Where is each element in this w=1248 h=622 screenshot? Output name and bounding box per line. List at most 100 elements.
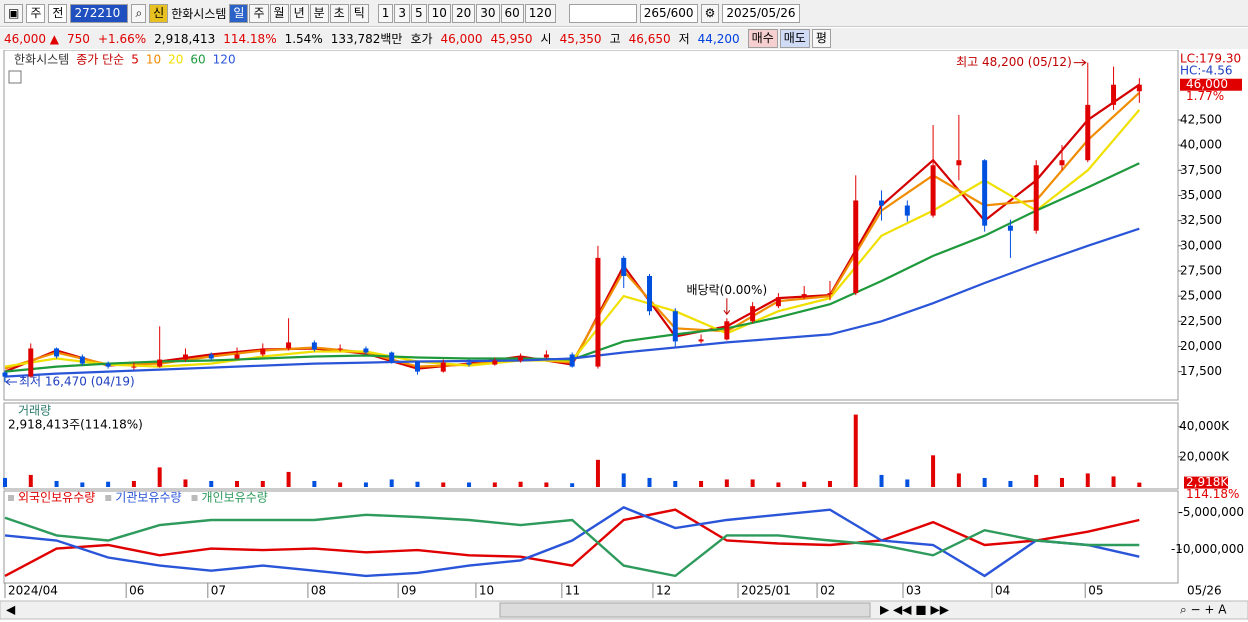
order-button[interactable]: 매수 (747, 29, 778, 48)
volume-bar (1111, 476, 1116, 487)
table-icon[interactable] (8, 70, 22, 84)
candle-body (698, 339, 704, 342)
candle-body (930, 165, 936, 216)
multiplier-button[interactable]: 120 (524, 3, 556, 23)
high: 46,650 (628, 31, 671, 46)
last-label: 46,000 (1186, 77, 1228, 91)
volume-bar (595, 459, 600, 487)
interval-button[interactable]: 초 (329, 3, 349, 23)
amount: 133,782백만 (330, 32, 403, 46)
multiplier-button[interactable]: 30 (476, 3, 500, 23)
y-tick-label: 35,000 (1180, 188, 1222, 202)
volume-bar (905, 479, 910, 487)
candle-body (54, 348, 60, 357)
layout-button[interactable]: ▣ (4, 3, 24, 23)
volume-bar (312, 480, 317, 487)
candle-body (827, 293, 833, 295)
order-button[interactable]: 매도 (779, 29, 810, 48)
y-tick-label: 40,000K (1179, 419, 1230, 433)
prev-select[interactable]: 전 (48, 3, 68, 23)
candle-body (775, 297, 781, 307)
low-label: 저 (678, 32, 690, 46)
multiplier-button[interactable]: 10 (427, 3, 451, 23)
candle-body (2, 372, 8, 377)
legend-entry: 10 (146, 53, 161, 67)
period-select[interactable]: 주 (26, 3, 46, 23)
volume-bar (389, 479, 394, 487)
x-tick-label: 12 (656, 584, 671, 598)
volume-bar (415, 481, 420, 487)
volume-bar (286, 471, 291, 487)
interval-button[interactable]: 분 (309, 3, 329, 23)
interval-button[interactable]: 월 (269, 3, 289, 23)
candle-body (389, 352, 395, 362)
open: 45,350 (559, 31, 602, 46)
tool-button[interactable]: ⚙ (700, 3, 720, 23)
multiplier-button[interactable]: 20 (451, 3, 476, 23)
x-tick-label: 08 (311, 584, 326, 598)
candle-body (750, 306, 756, 322)
candle-body (543, 354, 549, 358)
multiplier-button[interactable]: 5 (411, 3, 427, 23)
multiplier-button[interactable]: 1 (377, 3, 394, 23)
interval-button[interactable]: 주 (249, 3, 269, 23)
order-button[interactable]: 평 (811, 29, 831, 48)
volume-bar (260, 480, 265, 487)
volume-pct: 114.18% (1186, 487, 1239, 501)
candle-body (286, 342, 292, 349)
search-button[interactable]: ⌕ (131, 3, 147, 23)
volume-bar (28, 474, 33, 487)
multiplier-button[interactable]: 60 (500, 3, 524, 23)
count-input[interactable]: 265/600 (639, 3, 698, 23)
interval-button[interactable]: 년 (289, 3, 309, 23)
date-input[interactable]: 2025/05/26 (722, 3, 800, 23)
y-tick-label: 17,500 (1180, 364, 1222, 378)
y-tick-label: 30,000 (1180, 238, 1222, 252)
change-pct: +1.66% (97, 31, 147, 46)
y-tick-label: 42,500 (1180, 112, 1222, 126)
interval-button[interactable]: 일 (229, 3, 249, 23)
lc-label: LC:179.30 (1180, 52, 1241, 66)
candle-body (1033, 165, 1039, 231)
volume-badge (1184, 476, 1228, 489)
turnover: 1.54% (284, 31, 323, 46)
y-tick-label: 20,000K (1179, 449, 1230, 463)
multiplier-button[interactable]: 3 (394, 3, 411, 23)
volume-bar (570, 483, 575, 487)
scroll-controls[interactable]: ▶ ◀◀ ■ ▶▶ (880, 603, 950, 617)
y-tick-label: 20,000 (1180, 339, 1222, 353)
volume-bar (879, 474, 884, 487)
candle-body (621, 257, 627, 276)
x-tick-label: 02 (820, 584, 835, 598)
candle-body (1007, 225, 1013, 231)
volume: 2,918,413 (154, 31, 216, 46)
x-tick-label: 09 (401, 584, 416, 598)
bid-label: 호가 (410, 32, 433, 46)
volume-bar (338, 482, 343, 487)
ask: 46,000 (440, 31, 483, 46)
holding-line (4, 508, 1140, 577)
current-date: 05/26 (1187, 584, 1222, 598)
x-tick-label: 2024/04 (8, 584, 58, 598)
holding-line (4, 506, 1140, 578)
candle-body (956, 160, 962, 166)
legend-entry: 외국인보유수량 (18, 491, 95, 505)
holding-panel (3, 490, 1179, 584)
volume-bar (802, 481, 807, 487)
candle-body (260, 348, 266, 355)
volume-bar (853, 414, 858, 487)
candle-body (208, 354, 214, 359)
candle-body (879, 200, 885, 206)
legend-name: 한화시스템 (14, 53, 69, 67)
price-panel (3, 50, 1179, 401)
volume-ratio: 114.18% (223, 31, 277, 46)
stock-name: 한화시스템 (171, 6, 227, 21)
legend-swatch (8, 495, 14, 501)
volume-bar (750, 479, 755, 487)
zoom-controls[interactable]: ⌕ − + A (1180, 603, 1227, 617)
volume-bar (827, 480, 832, 487)
scroll-thumb[interactable] (499, 602, 871, 618)
scroll-left[interactable]: ◀ (6, 603, 16, 617)
code-input[interactable]: 272210 (70, 3, 129, 23)
interval-button[interactable]: 틱 (349, 3, 369, 23)
